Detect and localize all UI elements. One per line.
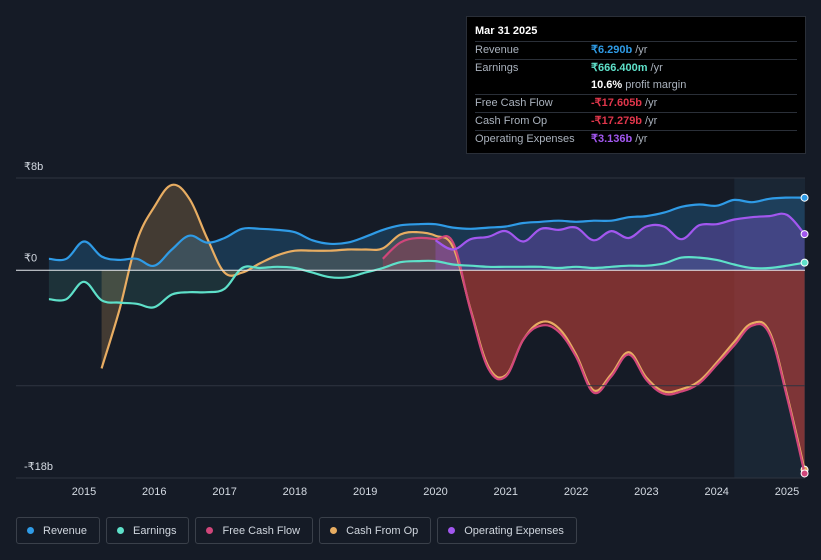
tooltip-rows: Revenue ₹6.290b/yr Earnings ₹666.400m/yr 10.… <box>475 41 797 148</box>
free-cash-flow-area <box>382 236 805 474</box>
legend-label: Revenue <box>43 524 88 537</box>
legend-item-operating-expenses[interactable]: Operating Expenses <box>437 517 577 544</box>
tooltip-value: ₹666.400m <box>591 62 648 74</box>
legend-item-earnings[interactable]: Earnings <box>106 517 190 544</box>
tooltip-unit: /yr <box>645 115 658 127</box>
tooltip-unit: /yr <box>635 44 648 56</box>
x-tick-label: 2019 <box>353 486 377 498</box>
legend: Revenue Earnings Free Cash Flow Cash From O… <box>16 517 577 544</box>
tooltip-row: Free Cash Flow -₹17.605b/yr <box>475 94 797 112</box>
tooltip-row: 10.6% profit margin <box>475 77 797 94</box>
legend-dot-icon <box>27 527 34 534</box>
legend-item-free-cash-flow[interactable]: Free Cash Flow <box>195 517 314 544</box>
free-cash-flow-end-point <box>800 469 809 478</box>
x-tick-label: 2016 <box>142 486 166 498</box>
tooltip-row: Revenue ₹6.290b/yr <box>475 41 797 59</box>
tooltip-unit: profit margin <box>625 79 687 91</box>
axis-layer: ₹8b ₹0 -₹18b 2015 2016 2017 2018 2019 2020 2021 20… <box>16 161 805 498</box>
tooltip-value: -₹17.279b <box>591 115 643 127</box>
x-tick-label: 2020 <box>423 486 447 498</box>
tooltip-label: Cash From Op <box>475 115 548 127</box>
x-tick-label: 2023 <box>634 486 658 498</box>
tooltip-date: Mar 31 2025 <box>475 25 538 37</box>
tooltip-row: Earnings ₹666.400m/yr <box>475 59 797 77</box>
legend-label: Cash From Op <box>346 524 419 537</box>
tooltip-unit: /yr <box>650 62 663 74</box>
tooltip-label <box>475 77 591 94</box>
cash-from-op-line <box>100 183 806 470</box>
tooltip-value: ₹6.290b <box>591 44 633 56</box>
x-tick-label: 2024 <box>704 486 728 498</box>
x-tick-label: 2015 <box>72 486 96 498</box>
tooltip-row: Cash From Op -₹17.279b/yr <box>475 112 797 130</box>
tooltip-label: Operating Expenses <box>475 133 575 145</box>
x-tick-label: 2022 <box>564 486 588 498</box>
tooltip-label: Revenue <box>475 44 520 56</box>
tooltip-value: 10.6% <box>591 79 623 91</box>
legend-label: Free Cash Flow <box>222 524 301 537</box>
x-tick-label: 2018 <box>283 486 307 498</box>
free-cash-flow-line <box>382 234 806 474</box>
legend-dot-icon <box>330 527 338 534</box>
legend-label: Operating Expenses <box>464 524 564 537</box>
y-tick-label: ₹8b <box>24 161 43 173</box>
operating-expenses-area <box>435 213 805 271</box>
y-tick-label: -₹18b <box>24 461 53 473</box>
revenue-line <box>48 196 805 268</box>
operating-expenses-end-point <box>800 230 809 239</box>
legend-dot-icon <box>206 527 214 534</box>
legend-item-cash-from-op[interactable]: Cash From Op <box>319 517 432 544</box>
earnings-line <box>48 255 805 309</box>
tooltip-unit: /yr <box>635 133 648 145</box>
tooltip-value: ₹3.136b <box>591 133 633 145</box>
legend-item-revenue[interactable]: Revenue <box>16 517 101 544</box>
x-tick-label: 2025 <box>775 486 799 498</box>
tooltip-unit: /yr <box>645 97 658 109</box>
y-tick-label: ₹0 <box>24 252 37 264</box>
x-tick-label: 2017 <box>212 486 236 498</box>
legend-dot-icon <box>448 527 456 534</box>
legend-dot-icon <box>117 527 125 534</box>
tooltip-value: -₹17.605b <box>591 97 643 109</box>
tooltip-panel: Mar 31 2025 Revenue ₹6.290b/yr Earnings ₹66… <box>466 16 806 154</box>
plot-layer <box>48 178 809 478</box>
revenue-end-point <box>800 193 809 202</box>
tooltip-label: Earnings <box>475 62 519 74</box>
legend-label: Earnings <box>133 524 177 537</box>
operating-expenses-line <box>434 212 806 251</box>
tooltip-row: Operating Expenses ₹3.136b/yr <box>475 130 797 148</box>
earnings-area <box>48 257 805 308</box>
x-tick-label: 2021 <box>494 486 518 498</box>
earnings-end-point <box>800 258 809 267</box>
tooltip-label: Free Cash Flow <box>475 97 553 109</box>
